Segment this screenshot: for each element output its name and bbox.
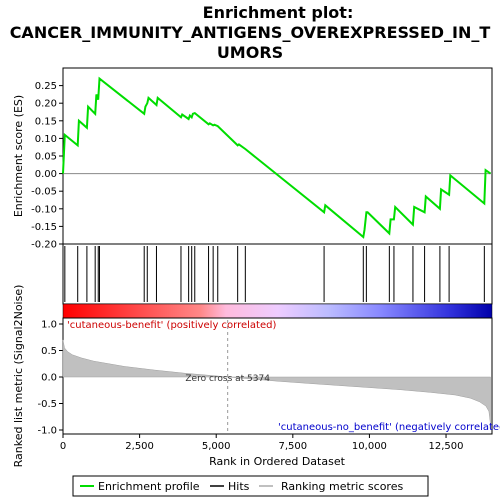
metric-y-tick-label: 0.5 [41,346,57,357]
metric-y-tick-label: -1.0 [37,426,57,437]
plot-title-line-1: Enrichment plot: [203,3,354,22]
es-y-tick-label: 0.15 [35,116,57,127]
legend-label-hits: Hits [228,480,250,493]
x-tick-label: 7,500 [279,441,308,452]
zero-cross-label: Zero cross at 5374 [185,374,270,384]
x-tick-label: 10,000 [352,441,387,452]
negative-class-label: 'cutaneous-no_benefit' (negatively corre… [278,422,500,433]
es-y-axis-label: Enrichment score (ES) [12,95,25,217]
x-axis-label: Rank in Ordered Dataset [209,455,346,468]
legend-label-ranking-metric: Ranking metric scores [281,480,403,493]
plot-title-line-3: UMORS [217,43,283,62]
es-y-tick-label: 0.10 [35,134,57,145]
x-tick-label: 12,500 [429,441,464,452]
positive-class-label: 'cutaneous-benefit' (positively correlat… [67,320,276,331]
legend-label-enrichment-profile: Enrichment profile [98,480,200,493]
es-y-tick-label: -0.15 [31,222,57,233]
es-y-tick-label: -0.20 [31,240,57,251]
x-tick-label: 0 [60,441,66,452]
metric-y-tick-label: 1.0 [41,320,57,331]
es-y-tick-label: 0.25 [35,81,57,92]
rank-color-bar [62,303,493,319]
es-panel-frame [62,67,493,245]
plot-title-line-2: CANCER_IMMUNITY_ANTIGENS_OVEREXPRESSED_I… [10,23,491,42]
metric-y-tick-label: 0.0 [41,373,57,384]
metric-y-tick-label: -0.5 [37,399,57,410]
es-y-tick-label: 0.05 [35,152,57,163]
es-y-tick-label: -0.10 [31,204,57,215]
hits-marks [64,246,485,302]
es-y-axis: 0.25 0.20 0.15 0.10 0.05 0.00 -0.05 -0.10 -0.15 -… [31,81,63,251]
x-tick-label: 5,000 [202,441,231,452]
es-y-tick-label: 0.00 [35,169,57,180]
es-y-tick-label: 0.20 [35,99,57,110]
x-axis: 0 2,500 5,000 7,500 10,000 12,500 [60,434,464,452]
es-y-tick-label: -0.05 [31,187,57,198]
hits-panel-frame [62,243,493,305]
metric-area [62,339,491,425]
metric-y-axis-label: Ranked list metric (Signal2Noise) [12,285,25,468]
es-profile-line [62,76,492,239]
metric-y-axis: 1.0 0.5 0.0 -0.5 -1.0 [37,320,63,437]
legend-box [72,475,429,497]
x-tick-label: 2,500 [125,441,154,452]
